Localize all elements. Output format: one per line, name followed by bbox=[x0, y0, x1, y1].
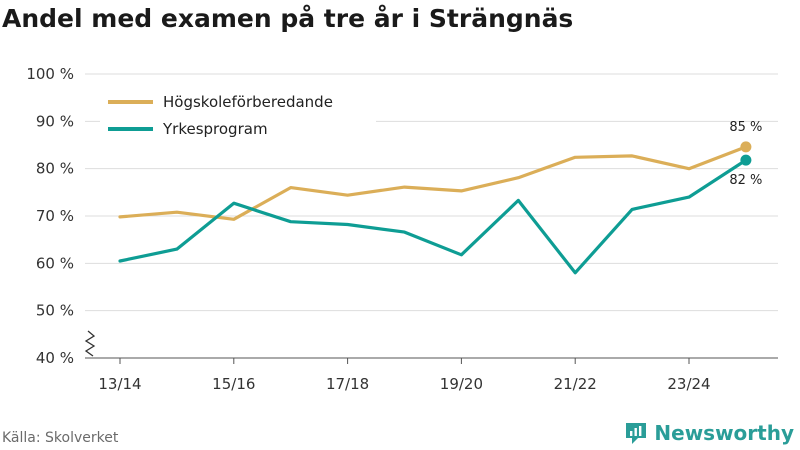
legend: Högskoleförberedande Yrkesprogram bbox=[100, 86, 376, 144]
brand-logo: Newsworthy bbox=[624, 421, 794, 445]
legend-label-1: Yrkesprogram bbox=[162, 120, 268, 138]
y-tick-label: 50 % bbox=[36, 302, 74, 320]
y-tick-label: 90 % bbox=[36, 112, 74, 130]
series-end-point-1 bbox=[740, 154, 752, 166]
chart-title: Andel med examen på tre år i Strängnäs bbox=[2, 4, 574, 33]
x-tick-label: 13/14 bbox=[98, 375, 141, 393]
y-tick-label: 100 % bbox=[26, 65, 74, 83]
legend-background bbox=[100, 86, 376, 144]
series-end-point-0 bbox=[740, 141, 752, 153]
axes: 40 % 50 % 60 % 70 % 80 % 90 % 100 % 13/14 15/16 1… bbox=[26, 65, 778, 393]
x-tick-label: 17/18 bbox=[326, 375, 369, 393]
axis-break-icon bbox=[84, 330, 96, 357]
x-tick-label: 23/24 bbox=[667, 375, 710, 393]
y-tick-label: 80 % bbox=[36, 160, 74, 178]
series-end-label-1: 82 % bbox=[729, 173, 762, 188]
brand-name: Newsworthy bbox=[654, 421, 794, 445]
series-lines: 85 % 82 % bbox=[118, 120, 762, 275]
series-line-1 bbox=[118, 158, 748, 275]
x-tick-label: 15/16 bbox=[212, 375, 255, 393]
y-tick-label: 40 % bbox=[36, 349, 74, 367]
x-tick-label: 19/20 bbox=[440, 375, 483, 393]
x-tick-label: 21/22 bbox=[554, 375, 597, 393]
series-line-0 bbox=[118, 145, 748, 221]
legend-label-0: Högskoleförberedande bbox=[163, 93, 333, 111]
series-end-label-0: 85 % bbox=[729, 120, 762, 135]
source-note: Källa: Skolverket bbox=[2, 430, 119, 446]
newsworthy-logo-icon bbox=[626, 423, 647, 444]
y-tick-label: 70 % bbox=[36, 207, 74, 225]
y-tick-label: 60 % bbox=[36, 254, 74, 272]
